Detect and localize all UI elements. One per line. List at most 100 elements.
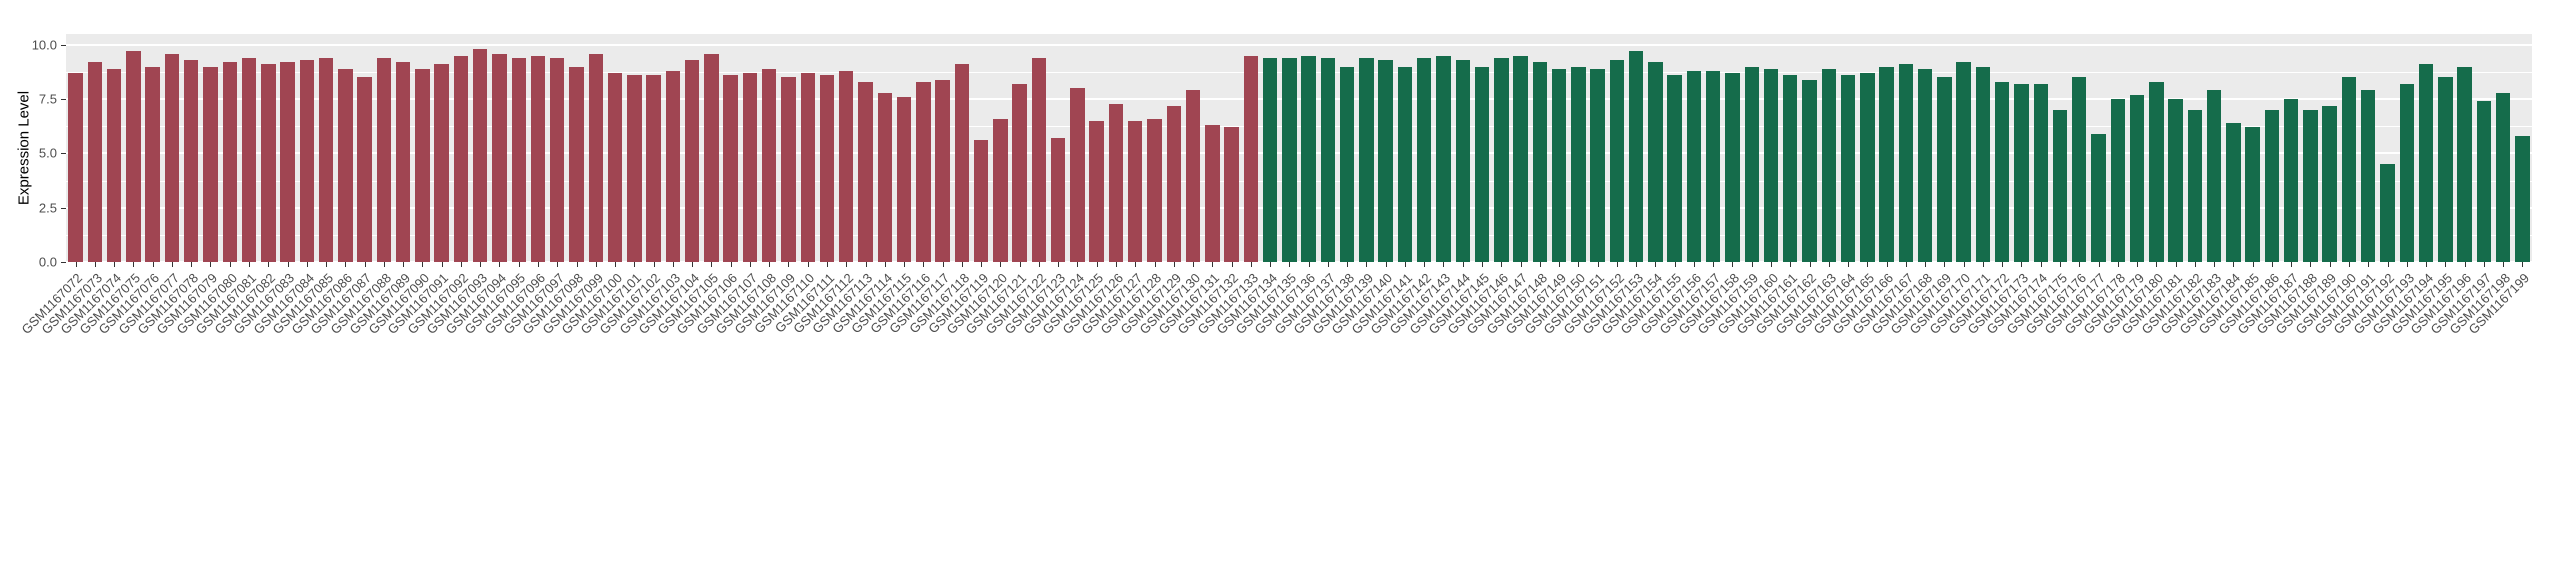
bar: [627, 75, 642, 262]
x-tick-mark: [1347, 262, 1349, 267]
y-tick-mark: [61, 44, 66, 46]
x-tick-mark: [826, 262, 828, 267]
bar: [1783, 75, 1798, 262]
y-tick-mark: [61, 153, 66, 155]
x-tick-mark: [2175, 262, 2177, 267]
bar: [1705, 70, 1721, 262]
x-tick-mark: [1655, 262, 1657, 267]
x-tick-mark: [499, 262, 501, 267]
x-tick-mark: [1828, 262, 1830, 267]
bar: [1494, 57, 1509, 262]
x-tick-mark: [2426, 262, 2428, 267]
bar: [1975, 66, 1991, 262]
bar: [2206, 90, 2222, 262]
bar: [2245, 127, 2260, 262]
x-tick-mark: [75, 262, 77, 267]
bar: [1667, 75, 1682, 262]
bar: [569, 66, 584, 262]
plot-panel: 0.0 2.5 5.0 7.5 10.0 GSM1167072 GSM1167073 GSM…: [19, 34, 2532, 337]
x-tick-mark: [326, 262, 328, 267]
bar: [1917, 68, 1933, 262]
major-gridline: [66, 206, 2532, 209]
bar: [550, 57, 565, 262]
x-tick-mark: [2098, 262, 2100, 267]
bar: [261, 64, 276, 262]
x-tick-mark: [441, 262, 443, 267]
x-tick-mark: [2137, 262, 2139, 267]
bar: [1455, 60, 1470, 262]
bar: [2072, 77, 2087, 262]
x-tick-mark: [364, 262, 366, 267]
x-tick-mark: [981, 262, 983, 267]
x-tick-mark: [2464, 262, 2466, 267]
x-tick-mark: [480, 262, 482, 267]
y-tick-mark: [61, 262, 66, 263]
y-tick-label: 5.0: [38, 145, 57, 161]
x-tick-mark: [1424, 262, 1426, 267]
x-tick-mark: [1520, 262, 1522, 267]
x-tick-mark: [615, 262, 617, 267]
bar: [434, 64, 449, 262]
bar: [203, 66, 218, 262]
bar: [2110, 99, 2125, 262]
x-tick-mark: [1963, 262, 1965, 267]
bar: [1551, 68, 1567, 262]
bar: [1320, 57, 1336, 262]
x-tick-mark: [672, 262, 674, 267]
bar: [1243, 55, 1259, 262]
x-tick-mark: [1135, 262, 1137, 267]
bar: [2438, 77, 2453, 262]
bar: [2418, 64, 2434, 262]
bar: [1359, 57, 1374, 262]
x-tick-mark: [2059, 262, 2061, 267]
x-tick-mark: [1636, 262, 1638, 267]
x-tick-mark: [2252, 262, 2254, 267]
x-tick-mark: [788, 262, 790, 267]
x-tick-mark: [1270, 262, 1272, 267]
bar: [2341, 77, 2357, 262]
bar: [1725, 73, 1740, 262]
bar: [1609, 60, 1625, 262]
bar: [1108, 103, 1124, 262]
x-tick-mark: [2194, 262, 2196, 267]
x-tick-mark: [210, 262, 212, 267]
bar: [280, 62, 295, 262]
bar: [184, 60, 199, 262]
x-tick-mark: [942, 262, 944, 267]
bar: [2283, 99, 2299, 262]
x-tick-mark: [1058, 262, 1060, 267]
bar: [1744, 66, 1759, 262]
bar: [376, 57, 392, 262]
x-tick-mark: [1809, 262, 1811, 267]
bar: [1860, 73, 1875, 262]
bar: [2168, 99, 2183, 262]
x-tick-mark: [1771, 262, 1772, 267]
bar: [1205, 125, 1220, 262]
bar: [800, 73, 815, 262]
x-tick-mark: [229, 262, 231, 267]
bar: [993, 118, 1008, 262]
bar: [2476, 101, 2492, 262]
x-tick-mark: [1096, 262, 1098, 267]
bar: [588, 53, 604, 262]
bar: [126, 51, 141, 262]
bar: [1590, 68, 1605, 262]
x-tick-mark: [1443, 262, 1445, 267]
x-tick-mark: [961, 262, 963, 267]
x-tick-mark: [1038, 262, 1040, 267]
bar: [2495, 92, 2511, 262]
x-tick-mark: [2445, 262, 2447, 267]
x-tick-mark: [1674, 262, 1676, 267]
x-tick-mark: [2271, 262, 2273, 267]
x-tick-mark: [2329, 262, 2331, 267]
bar: [1417, 57, 1432, 262]
bar: [916, 81, 931, 262]
bar: [2129, 94, 2145, 262]
x-tick-mark: [2002, 262, 2004, 267]
y-axis-title: Expression Level: [15, 90, 33, 206]
bar: [2226, 123, 2241, 262]
bar: [1012, 83, 1027, 262]
bar: [222, 62, 237, 262]
bar: [2457, 66, 2472, 262]
bar: [935, 79, 950, 262]
